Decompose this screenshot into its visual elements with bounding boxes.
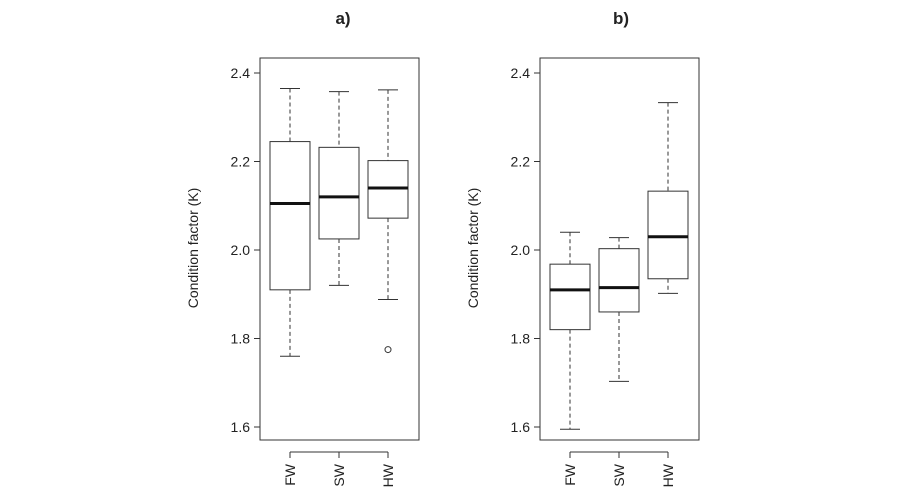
- iqr-box: [598, 248, 640, 313]
- iqr-box: [647, 190, 689, 280]
- panel-b-title: b): [613, 9, 629, 28]
- panel-b-y-tick-label: 2.2: [511, 154, 531, 170]
- panel-b: b) Condition factor (K) 1.61.82.02.22.4 …: [465, 9, 700, 487]
- panel-b-x-axis: FW SW HW: [562, 451, 676, 487]
- panel-b-box-fw: [549, 231, 591, 430]
- panel-b-y-tick-label: 1.6: [511, 419, 531, 435]
- panel-b-box-hw: [647, 102, 689, 294]
- iqr-box: [549, 263, 591, 331]
- panel-b-box-sw: [598, 237, 640, 382]
- panel-a-box-sw: [318, 91, 360, 286]
- panel-a-boxes: [269, 87, 409, 357]
- panel-b-y-axis: 1.6 1.8 2.0 2.2 2.4: [511, 65, 541, 435]
- outlier-point: [384, 346, 392, 354]
- panel-a-y-tick-label: 2.0: [231, 242, 251, 258]
- panel-a-category-label: HW: [380, 463, 396, 487]
- panel-a-box-hw: [367, 89, 409, 354]
- iqr-box: [318, 146, 360, 240]
- panel-a-box-fw: [269, 87, 311, 357]
- panel-b-category-label: FW: [562, 463, 578, 486]
- panel-b-y-tick-label: 1.8: [511, 331, 531, 347]
- panel-a-title: a): [335, 9, 350, 28]
- panel-a-category-label: FW: [282, 463, 298, 486]
- panel-b-category-label: SW: [611, 463, 627, 486]
- iqr-box: [269, 141, 311, 291]
- panel-b-category-label: HW: [660, 463, 676, 487]
- panel-a-category-label: SW: [331, 463, 347, 486]
- panel-a-y-axis-title: Condition factor (K): [185, 188, 201, 309]
- panel-a-y-tick-label: 2.4: [231, 65, 251, 81]
- panel-a-y-tick-label: 2.2: [231, 154, 251, 170]
- panel-a: a) Condition factor (K) 1.61.82.02.22.4 …: [185, 9, 420, 487]
- panel-a-x-axis: FW SW HW: [282, 451, 396, 487]
- panel-a-y-tick-label: 1.6: [231, 419, 251, 435]
- panel-b-y-axis-title: Condition factor (K): [465, 188, 481, 309]
- panel-b-boxes: [549, 102, 689, 430]
- panel-a-y-tick-label: 1.8: [231, 331, 251, 347]
- panel-a-y-axis: 1.6 1.8 2.0 2.2 2.4: [231, 65, 261, 435]
- panel-b-y-tick-label: 2.4: [511, 65, 531, 81]
- panel-b-y-tick-label: 2.0: [511, 242, 531, 258]
